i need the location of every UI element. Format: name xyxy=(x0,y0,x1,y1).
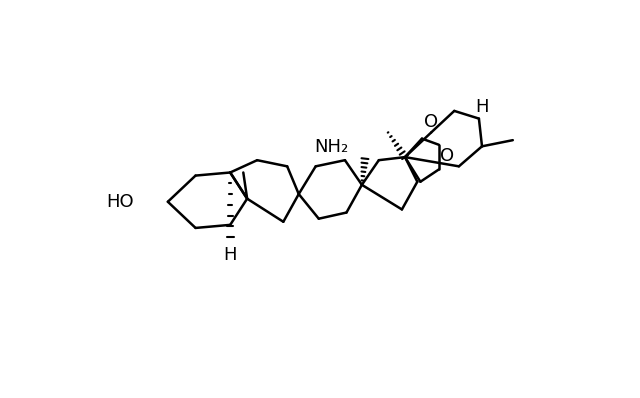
Text: H: H xyxy=(223,246,237,264)
Text: NH₂: NH₂ xyxy=(314,138,348,156)
Text: H: H xyxy=(476,98,489,115)
Text: HO: HO xyxy=(106,193,134,211)
Text: O: O xyxy=(440,146,454,164)
Text: O: O xyxy=(424,113,438,131)
